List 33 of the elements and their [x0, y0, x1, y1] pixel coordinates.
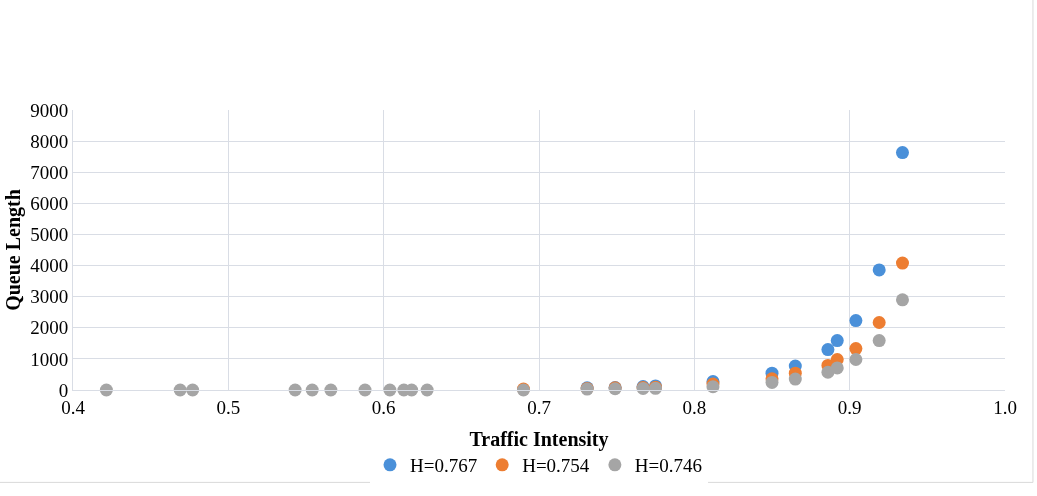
point — [895, 256, 909, 270]
y-tick-label: 9000 — [30, 99, 69, 121]
y-tick-label: 4000 — [30, 255, 69, 277]
point — [895, 146, 909, 160]
legend-label: H=0.767 — [410, 455, 478, 477]
point — [849, 342, 863, 356]
point — [872, 263, 886, 277]
y-tick-label: 5000 — [30, 224, 69, 246]
y-tick-label: 6000 — [30, 192, 69, 214]
x-tick-label: 0.5 — [216, 396, 241, 418]
point — [788, 372, 802, 386]
point — [872, 334, 886, 348]
x-tick-label: 1.0 — [993, 396, 1017, 418]
y-tick-label: 2000 — [30, 317, 69, 339]
x-axis-title: Traffic Intensity — [469, 428, 609, 452]
x-tick-label: 0.8 — [682, 396, 707, 418]
y-tick-label: 8000 — [30, 130, 69, 152]
x-tick-label: 0.9 — [837, 396, 862, 418]
y-axis-title: Queue Length — [1, 189, 25, 311]
point — [821, 343, 835, 357]
y-tick-label: 1000 — [30, 348, 69, 370]
point — [849, 314, 863, 328]
point — [849, 353, 863, 366]
y-tick-label: 3000 — [30, 286, 69, 308]
x-tick-label: 0.6 — [371, 396, 396, 418]
x-tick-label: 0.7 — [527, 396, 551, 418]
point — [830, 361, 844, 375]
point — [830, 334, 844, 348]
point — [895, 293, 909, 307]
legend-label: H=0.746 — [634, 455, 703, 477]
legend-label: H=0.754 — [522, 455, 590, 477]
point — [872, 315, 886, 329]
y-tick-label: 7000 — [30, 161, 69, 183]
